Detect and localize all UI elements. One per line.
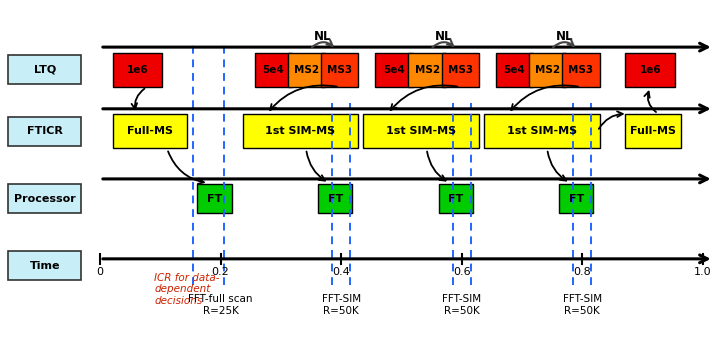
FancyBboxPatch shape (625, 53, 675, 87)
FancyBboxPatch shape (8, 55, 82, 84)
Text: Processor: Processor (14, 193, 76, 203)
Text: FFT-SIM
R=50K: FFT-SIM R=50K (442, 294, 481, 316)
FancyBboxPatch shape (559, 184, 593, 213)
Text: 5e4: 5e4 (504, 65, 526, 75)
FancyBboxPatch shape (197, 184, 232, 213)
Text: LTQ: LTQ (33, 65, 56, 75)
Text: 1st SIM-MS: 1st SIM-MS (266, 126, 336, 136)
Text: 0.4: 0.4 (332, 267, 350, 277)
Text: Full-MS: Full-MS (630, 126, 676, 136)
FancyBboxPatch shape (113, 114, 186, 148)
FancyBboxPatch shape (496, 53, 533, 87)
FancyBboxPatch shape (8, 251, 82, 280)
FancyBboxPatch shape (8, 184, 82, 213)
Text: 1st SIM-MS: 1st SIM-MS (507, 126, 577, 136)
Text: MS2: MS2 (294, 65, 319, 75)
Text: MS2: MS2 (535, 65, 561, 75)
Text: 0.2: 0.2 (212, 267, 229, 277)
Text: FFT-SIM
R=50K: FFT-SIM R=50K (563, 294, 602, 316)
FancyBboxPatch shape (562, 53, 600, 87)
Text: NL: NL (314, 30, 332, 43)
Text: NL: NL (555, 30, 573, 43)
Text: 1e6: 1e6 (127, 65, 149, 75)
Text: MS3: MS3 (569, 65, 593, 75)
Text: Full-MS: Full-MS (127, 126, 173, 136)
FancyBboxPatch shape (441, 53, 479, 87)
Text: ICR for data-
dependent
decisions: ICR for data- dependent decisions (154, 273, 220, 306)
Text: FT: FT (569, 193, 584, 203)
Text: MS2: MS2 (414, 65, 440, 75)
FancyBboxPatch shape (8, 117, 82, 146)
Text: 0: 0 (97, 267, 103, 277)
FancyBboxPatch shape (529, 53, 566, 87)
Text: FFT-SIM
R=50K: FFT-SIM R=50K (322, 294, 361, 316)
FancyBboxPatch shape (375, 53, 413, 87)
FancyBboxPatch shape (625, 114, 681, 148)
FancyBboxPatch shape (318, 184, 352, 213)
FancyBboxPatch shape (242, 114, 358, 148)
Text: MS3: MS3 (327, 65, 352, 75)
Text: FT: FT (207, 193, 222, 203)
FancyBboxPatch shape (363, 114, 479, 148)
Text: 1st SIM-MS: 1st SIM-MS (386, 126, 456, 136)
Text: FT: FT (448, 193, 463, 203)
FancyBboxPatch shape (438, 184, 473, 213)
FancyBboxPatch shape (483, 114, 600, 148)
Text: FFT-full scan
R=25K: FFT-full scan R=25K (189, 294, 253, 316)
Text: 5e4: 5e4 (263, 65, 284, 75)
Text: MS3: MS3 (448, 65, 472, 75)
FancyBboxPatch shape (113, 53, 162, 87)
FancyBboxPatch shape (321, 53, 358, 87)
Text: FT: FT (328, 193, 343, 203)
Text: 1e6: 1e6 (639, 65, 661, 75)
Text: Time: Time (30, 261, 60, 271)
Text: 1.0: 1.0 (694, 267, 712, 277)
Text: 0.6: 0.6 (453, 267, 470, 277)
Text: 5e4: 5e4 (383, 65, 405, 75)
FancyBboxPatch shape (408, 53, 446, 87)
Text: 0.8: 0.8 (574, 267, 591, 277)
Text: FTICR: FTICR (27, 126, 63, 136)
Text: NL: NL (435, 30, 452, 43)
FancyBboxPatch shape (288, 53, 325, 87)
FancyBboxPatch shape (255, 53, 292, 87)
